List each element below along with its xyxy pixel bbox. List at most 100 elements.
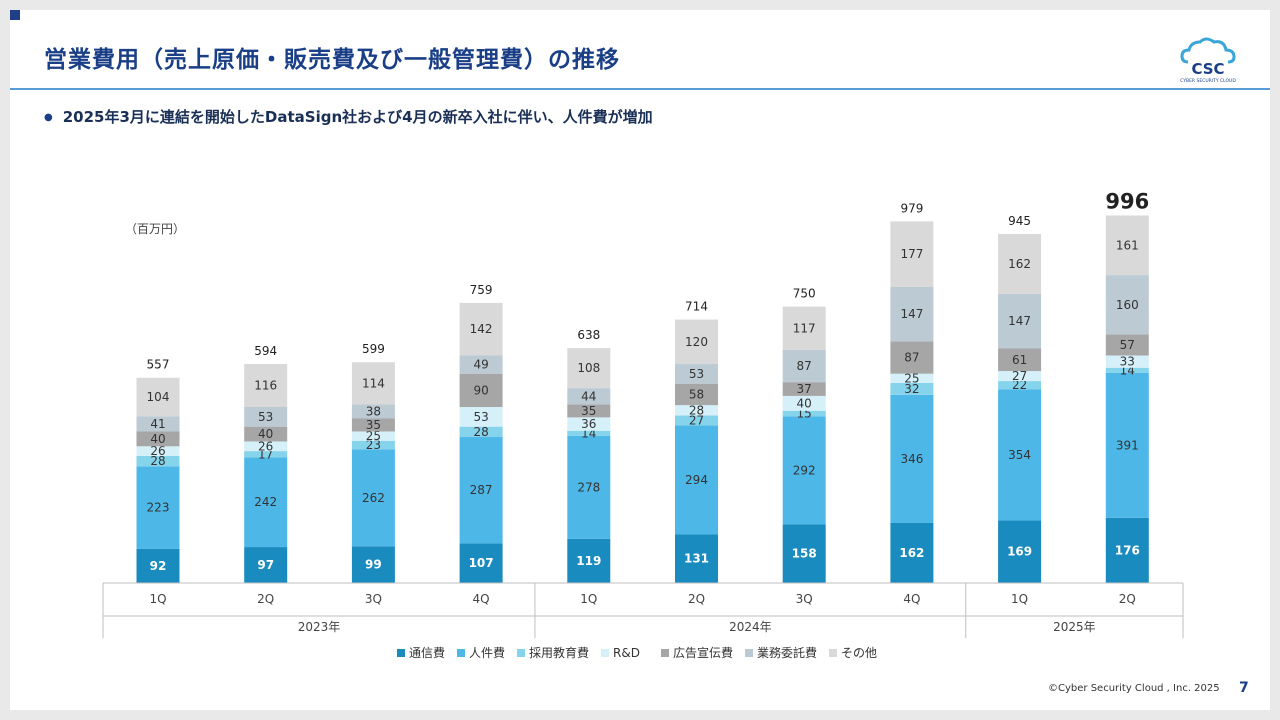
data-label: 161 [1116,238,1139,252]
total-label: 594 [254,344,277,358]
legend-swatch [601,649,609,657]
data-label: 35 [581,404,596,418]
data-label: 25 [366,429,381,443]
legend-swatch [517,649,525,657]
bar-segment [244,451,288,458]
bar-segment [998,294,1042,349]
bar-segment [890,522,934,583]
data-label: 53 [689,367,704,381]
bar-segment [351,440,395,450]
legend-label: 業務委託費 [757,645,817,660]
data-label: 169 [1007,545,1032,559]
bar-segment [567,404,611,418]
bar-segment [782,382,826,396]
bar-segment [136,377,180,417]
bar-segment [998,381,1042,390]
bar-segment [1105,215,1149,276]
bar-segment [567,430,611,436]
bar-segment [351,404,395,419]
page-number: 7 [1239,680,1249,696]
bar-segment [136,548,180,583]
bar-segment [351,431,395,441]
bar-segment [675,319,718,365]
total-label: 599 [362,342,385,356]
data-label: 40 [150,432,165,446]
data-label: 28 [473,425,488,439]
data-label: 26 [258,439,273,453]
data-label: 32 [904,382,919,396]
data-label: 131 [684,552,709,566]
legend-swatch [829,649,837,657]
data-label: 27 [1012,369,1027,383]
bar-segment [675,534,718,583]
bullet-point: ● 2025年3月に連結を開始したDataSign社および4月の新卒入社に伴い、人… [44,106,653,127]
total-label: 996 [1105,189,1149,213]
x-tick-label: 1Q [580,592,597,606]
bar-segment [890,286,934,342]
data-label: 53 [258,410,273,424]
data-label: 158 [792,547,817,561]
bar-segment [782,416,826,525]
company-logo-icon: CSC CYBER SECURITY CLOUD [1180,37,1236,84]
x-tick-label: 2Q [688,592,705,606]
bar-segment [351,449,395,547]
slide: 営業費用（売上原価・販売費及び一般管理費）の推移 CSC CYBER SECUR… [10,10,1270,710]
data-label: 92 [150,559,167,573]
total-label: 750 [793,287,816,301]
data-label: 160 [1116,298,1139,312]
data-label: 162 [899,546,924,560]
x-tick-label: 1Q [149,592,166,606]
bar-segment [244,547,288,583]
bar-segment [567,348,611,389]
data-label: 25 [904,371,919,385]
copyright-footer: ©Cyber Security Cloud , Inc. 2025 [1048,683,1220,694]
data-label: 27 [689,414,704,428]
bar-segment [459,302,503,356]
bar-segment [890,221,934,287]
data-label: 87 [904,351,919,365]
data-label: 108 [577,361,600,375]
bullet-text: 2025年3月に連結を開始したDataSign社および4月の新卒入社に伴い、人件… [62,108,653,126]
data-label: 53 [473,410,488,424]
data-label: 87 [797,359,812,373]
data-label: 40 [258,427,273,441]
data-label: 36 [581,417,596,431]
total-label: 557 [147,358,170,372]
data-label: 177 [900,247,923,261]
bar-segment [998,371,1042,382]
data-label: 278 [577,480,600,494]
data-label: 28 [689,403,704,417]
bar-segment [459,437,503,544]
bar-segment [998,348,1042,372]
data-label: 99 [365,558,382,572]
data-label: 90 [473,383,488,397]
bar-segment [782,524,826,583]
total-label: 945 [1008,214,1031,228]
total-label: 759 [470,283,493,297]
data-label: 147 [1008,314,1031,328]
data-label: 147 [900,307,923,321]
bar-segment [244,426,288,442]
x-tick-label: 2Q [257,592,274,606]
bar-segment [890,373,934,383]
bar-segment [675,425,718,535]
bar-segment [998,233,1042,295]
data-label: 262 [362,491,385,505]
legend-label: 採用教育費 [529,645,589,660]
data-label: 120 [685,335,708,349]
bar-segment [998,389,1042,521]
data-label: 97 [257,558,274,572]
bar-segment [136,466,180,549]
bar-segment [890,394,934,523]
title-divider [10,88,1270,90]
data-label: 49 [473,358,488,372]
data-label: 33 [1120,355,1135,369]
bar-segment [675,405,718,416]
bar-segment [459,373,503,408]
data-label: 242 [254,495,277,509]
page-title: 営業費用（売上原価・販売費及び一般管理費）の推移 [44,47,620,73]
x-tick-label: 3Q [796,592,813,606]
bar-segment [244,364,288,408]
bar-segment [351,546,395,583]
data-label: 354 [1008,448,1031,462]
